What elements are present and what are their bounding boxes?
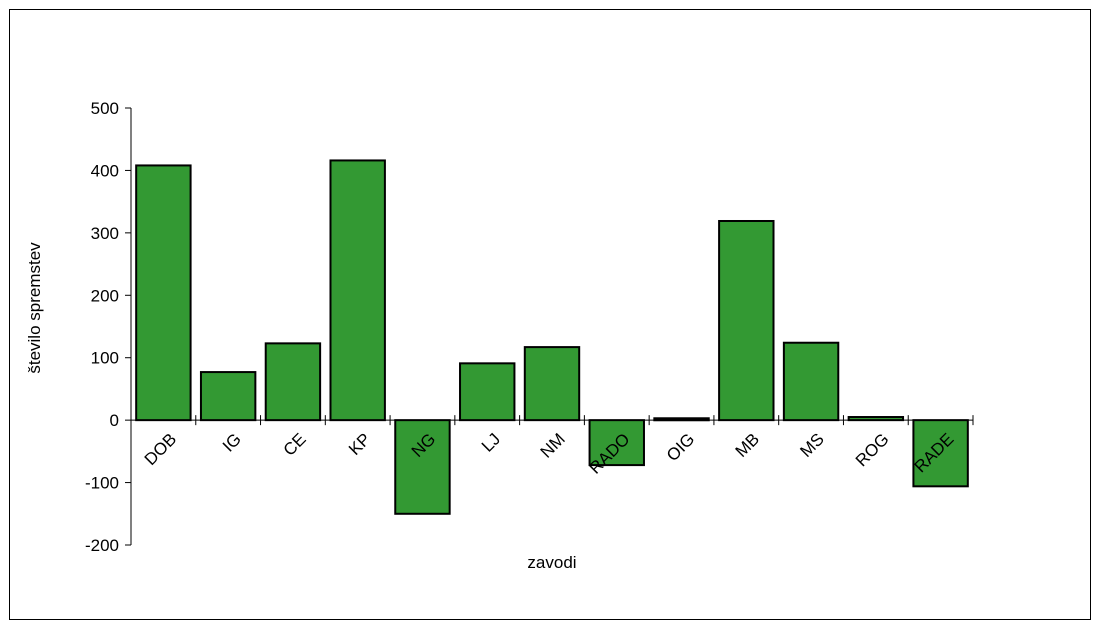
bar-mb [718,219,775,422]
y-tick-label: 400 [91,161,119,180]
x-tick-label: LJ [478,430,504,456]
bar-ms [782,341,840,422]
bar-ce [264,342,322,422]
x-tick-label: NM [537,430,569,462]
bars-layer [135,159,969,515]
x-tick-label: IG [219,430,245,456]
x-tick-label: ROG [852,430,893,471]
x-tick-label: MB [732,430,763,461]
y-tick-label: -100 [85,474,119,493]
y-tick-label: 100 [91,349,119,368]
y-tick-label: 200 [91,286,119,305]
x-tick-label: MS [796,430,827,461]
y-ticks: -200 -100 0 100 200 300 400 500 [85,99,131,555]
x-tick-label: CE [280,430,310,460]
bar-ng [394,419,451,515]
y-tick-label: 300 [91,224,119,243]
bar-ig [199,371,257,422]
x-ticks: DOB IG CE KP NG LJ NM RADO OIG MB MS ROG RADE [130,415,974,478]
y-tick-label: 500 [91,99,119,118]
x-tick-label: KP [345,430,374,459]
x-tick-label: DOB [141,430,180,469]
bar-lj [459,362,516,422]
x-axis-title: zavodi [527,553,576,572]
x-tick-label: OIG [663,430,698,465]
bar-kp [329,159,386,422]
bar-nm [523,346,581,422]
y-axis-title: število spremstev [25,242,44,374]
axis-layer [130,108,973,545]
y-tick-label: -200 [85,536,119,555]
bar-dob [135,164,192,422]
y-tick-label: 0 [110,411,119,430]
